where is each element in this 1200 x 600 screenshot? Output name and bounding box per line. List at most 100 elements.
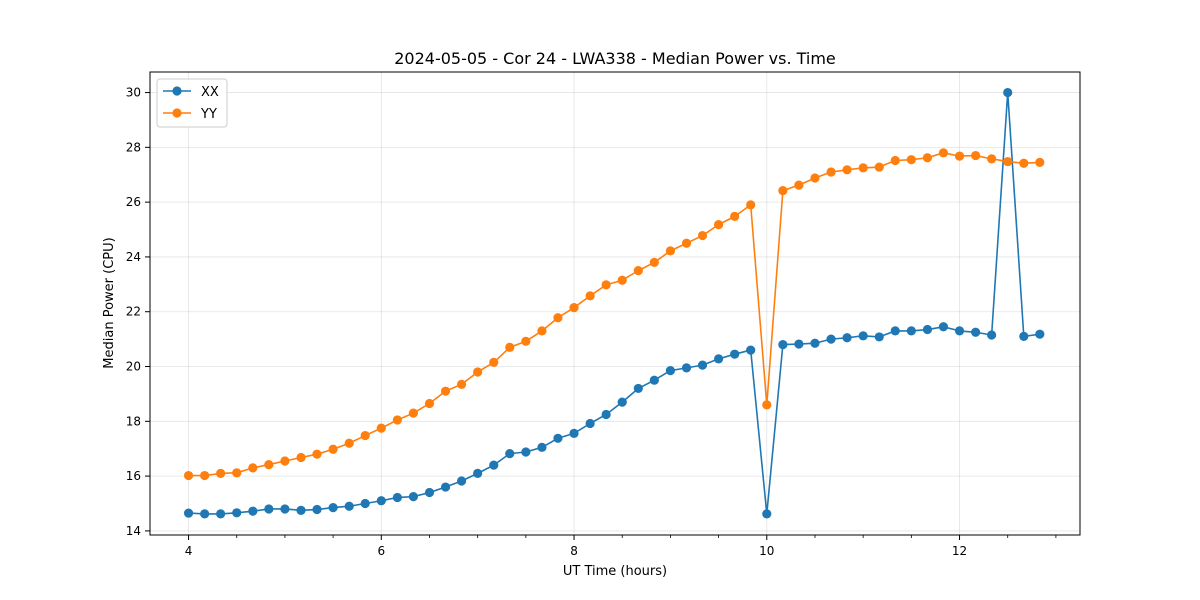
data-point-xx: [376, 496, 386, 506]
series-yy: [183, 148, 1045, 481]
data-point-xx: [746, 345, 756, 355]
y-tick-label: 24: [126, 250, 141, 264]
data-point-xx: [585, 418, 595, 429]
legend-label-xx: XX: [201, 85, 219, 100]
y-tick-label: 16: [126, 469, 141, 483]
data-point-yy: [360, 430, 370, 441]
legend-entry-yy: YY: [163, 107, 217, 122]
data-point-xx: [890, 326, 900, 336]
chart-title: 2024-05-05 - Cor 24 - LWA338 - Median Po…: [394, 49, 836, 68]
data-point-xx: [858, 331, 868, 341]
data-point-yy: [858, 163, 868, 173]
data-point-xx: [649, 375, 659, 385]
data-point-xx: [473, 468, 483, 478]
data-point-yy: [248, 463, 258, 473]
data-point-xx: [697, 360, 708, 370]
data-point-xx: [987, 330, 997, 340]
x-tick-label: 10: [759, 544, 774, 558]
data-point-xx: [489, 460, 499, 470]
data-point-yy: [665, 246, 676, 256]
data-point-yy: [906, 155, 916, 165]
data-point-yy: [216, 468, 226, 478]
data-point-xx: [553, 433, 563, 443]
data-point-yy: [874, 162, 884, 172]
x-axis-label: UT Time (hours): [563, 564, 667, 579]
data-point-xx: [344, 501, 354, 511]
y-axis-label: Median Power (CPU): [102, 237, 117, 368]
y-tick-label: 22: [126, 305, 141, 319]
data-point-yy: [1019, 158, 1029, 168]
data-point-xx: [424, 487, 435, 498]
data-point-xx: [505, 449, 515, 459]
data-point-xx: [440, 482, 451, 492]
data-point-xx: [328, 503, 338, 513]
data-point-yy: [392, 415, 402, 425]
y-tick-label: 14: [126, 524, 141, 538]
data-point-yy: [264, 459, 274, 470]
data-point-xx: [1035, 329, 1045, 339]
data-point-xx: [922, 324, 933, 335]
data-point-xx: [906, 326, 916, 336]
data-point-yy: [424, 398, 435, 409]
series-xx: [183, 87, 1045, 519]
data-point-yy: [922, 153, 933, 163]
data-point-yy: [232, 468, 242, 478]
data-point-xx: [408, 492, 418, 502]
data-point-xx: [456, 476, 467, 486]
y-tick-label: 28: [126, 140, 141, 154]
data-point-xx: [874, 332, 884, 342]
data-point-xx: [617, 397, 627, 407]
data-point-xx: [360, 498, 370, 509]
data-point-yy: [778, 186, 788, 196]
data-point-yy: [633, 266, 643, 276]
data-point-yy: [505, 342, 515, 352]
data-point-xx: [569, 428, 579, 438]
legend: XX YY: [156, 78, 228, 128]
data-point-yy: [810, 173, 820, 183]
grid-lines: [150, 72, 1080, 535]
data-point-yy: [1003, 156, 1013, 167]
data-point-xx: [794, 339, 804, 349]
data-point-yy: [280, 456, 290, 466]
data-point-yy: [890, 155, 900, 166]
data-point-xx: [1019, 331, 1029, 341]
data-point-yy: [312, 449, 322, 459]
legend-marker-xx: [172, 86, 182, 96]
data-point-yy: [569, 303, 579, 313]
data-point-xx: [1003, 87, 1013, 98]
data-point-yy: [408, 408, 418, 418]
data-point-xx: [183, 508, 194, 518]
data-point-xx: [810, 338, 820, 348]
data-point-xx: [280, 504, 290, 514]
y-tick-label: 18: [126, 414, 141, 428]
data-point-xx: [248, 506, 258, 516]
data-point-yy: [183, 470, 194, 481]
data-point-yy: [681, 238, 692, 248]
data-point-yy: [489, 357, 499, 368]
data-point-xx: [232, 508, 242, 518]
data-point-xx: [665, 366, 676, 376]
y-tick-label: 20: [126, 360, 141, 374]
data-point-yy: [987, 154, 997, 164]
data-point-yy: [456, 379, 467, 389]
data-point-yy: [200, 470, 210, 481]
data-point-xx: [312, 504, 322, 515]
data-point-yy: [617, 275, 627, 285]
data-point-yy: [344, 438, 354, 448]
data-point-xx: [681, 363, 692, 373]
axis-ticks: 4 6 8 10 12 14 16 18 20 22 24 26 28 30: [126, 86, 1057, 558]
data-point-xx: [633, 383, 643, 394]
data-point-yy: [826, 167, 836, 177]
data-point-xx: [778, 339, 788, 350]
x-tick-label: 6: [377, 544, 385, 558]
data-point-xx: [216, 509, 226, 519]
data-point-yy: [537, 326, 547, 336]
x-tick-label: 12: [952, 544, 967, 558]
data-point-yy: [601, 280, 611, 290]
data-point-xx: [392, 492, 402, 503]
legend-marker-yy: [172, 108, 182, 118]
data-point-xx: [521, 447, 531, 457]
data-point-xx: [714, 354, 724, 364]
data-point-xx: [601, 409, 611, 420]
